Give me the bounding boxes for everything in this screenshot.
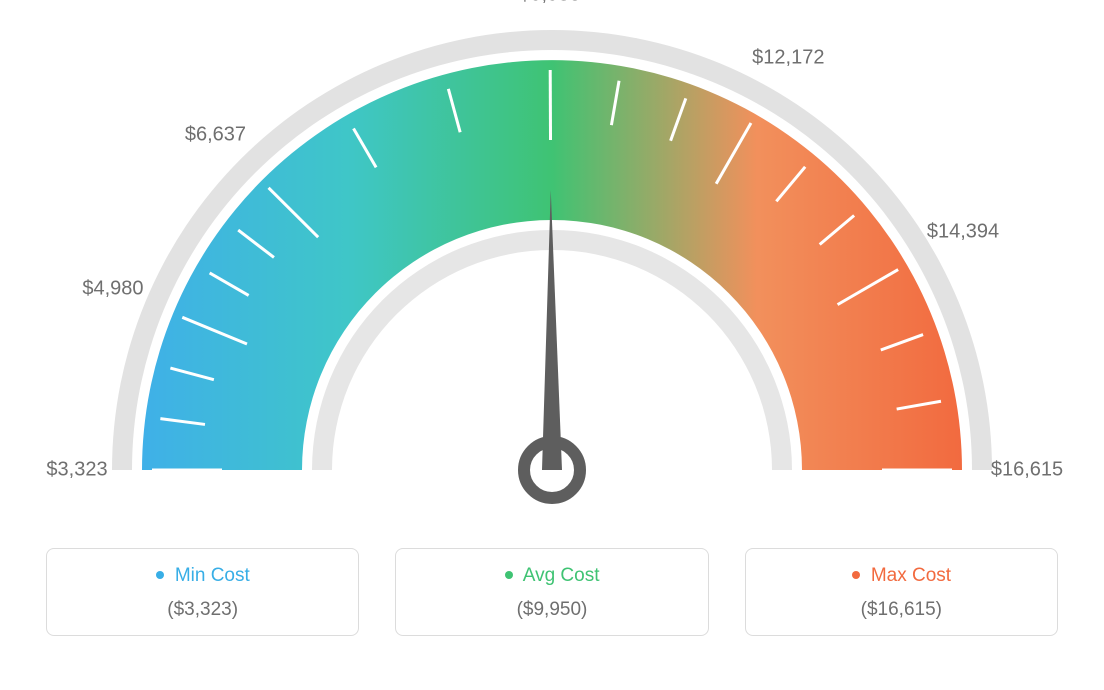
gauge-chart: $3,323 $4,980 $6,637 $9,950 $12,172 $14,394 $1… xyxy=(0,0,1104,520)
gauge-svg xyxy=(0,0,1104,520)
dot-icon xyxy=(852,571,860,579)
gauge-tick-label: $3,323 xyxy=(46,459,107,482)
legend-value-max: ($16,615) xyxy=(756,599,1047,621)
legend-card-max: Max Cost ($16,615) xyxy=(745,548,1058,636)
legend-value-avg: ($9,950) xyxy=(406,599,697,621)
legend-value-min: ($3,323) xyxy=(57,599,348,621)
legend-card-avg: Avg Cost ($9,950) xyxy=(395,548,708,636)
gauge-tick-label: $9,950 xyxy=(519,0,580,7)
legend-title-min: Min Cost xyxy=(57,565,348,587)
legend-title-text: Max Cost xyxy=(871,565,951,586)
gauge-tick-label: $16,615 xyxy=(991,459,1063,482)
gauge-tick-label: $4,980 xyxy=(82,277,143,300)
dot-icon xyxy=(156,571,164,579)
dot-icon xyxy=(505,571,513,579)
gauge-tick-label: $6,637 xyxy=(185,123,246,146)
gauge-tick-label: $12,172 xyxy=(752,46,824,69)
legend-title-text: Min Cost xyxy=(175,565,250,586)
legend-row: Min Cost ($3,323) Avg Cost ($9,950) Max … xyxy=(0,520,1104,636)
gauge-tick-label: $14,394 xyxy=(927,220,999,243)
legend-title-avg: Avg Cost xyxy=(406,565,697,587)
legend-card-min: Min Cost ($3,323) xyxy=(46,548,359,636)
legend-title-max: Max Cost xyxy=(756,565,1047,587)
legend-title-text: Avg Cost xyxy=(523,565,600,586)
